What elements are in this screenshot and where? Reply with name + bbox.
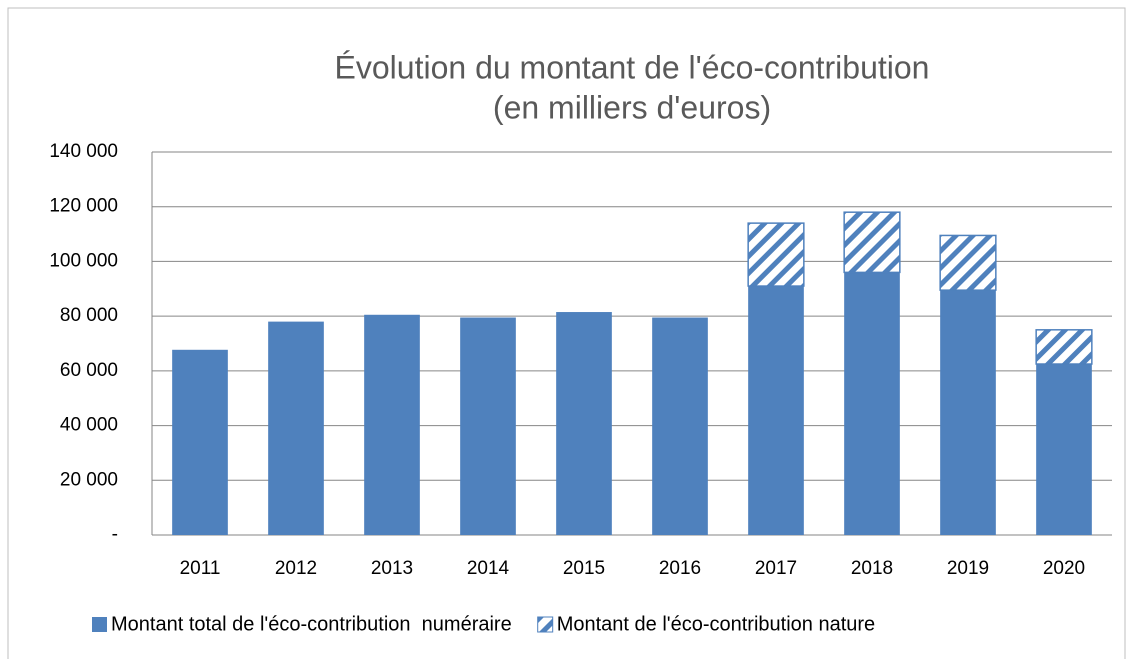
bar-segment bbox=[844, 272, 900, 535]
bar-segment bbox=[172, 349, 228, 535]
y-tick-label: 140 000 bbox=[49, 141, 118, 162]
bar-segment bbox=[460, 317, 516, 535]
y-tick-label: 40 000 bbox=[60, 415, 118, 436]
y-tick-label: - bbox=[112, 524, 118, 545]
x-tick-label: 2014 bbox=[467, 558, 510, 579]
y-tick-label: 20 000 bbox=[60, 469, 118, 490]
x-tick-label: 2020 bbox=[1043, 558, 1085, 579]
legend-swatch bbox=[537, 616, 554, 633]
x-tick-label: 2012 bbox=[275, 558, 317, 579]
legend-swatch bbox=[92, 617, 107, 632]
bar-segment bbox=[940, 290, 996, 535]
x-tick-label: 2015 bbox=[563, 558, 605, 579]
chart-frame bbox=[7, 7, 1126, 659]
bar-segment bbox=[1035, 329, 1093, 365]
chart-title: Évolution du montant de l'éco-contributi… bbox=[335, 49, 930, 85]
y-tick-label: 100 000 bbox=[49, 250, 118, 271]
x-tick-label: 2019 bbox=[947, 558, 989, 579]
x-tick-label: 2013 bbox=[371, 558, 413, 579]
x-tick-label: 2017 bbox=[755, 558, 797, 579]
bar-segment bbox=[268, 321, 324, 535]
legend-label: Montant de l'éco-contribution nature bbox=[557, 613, 875, 635]
legend-label: Montant total de l'éco-contribution numé… bbox=[111, 613, 512, 635]
x-tick-label: 2018 bbox=[851, 558, 893, 579]
bar-segment bbox=[1036, 364, 1092, 535]
x-tick-label: 2016 bbox=[659, 558, 701, 579]
bar-segment bbox=[843, 211, 901, 274]
y-tick-label: 60 000 bbox=[60, 360, 118, 381]
bar-segment bbox=[748, 286, 804, 535]
x-tick-label: 2011 bbox=[180, 558, 221, 579]
bar-segment bbox=[652, 317, 708, 535]
bar-segment bbox=[747, 222, 805, 287]
bar-segment bbox=[939, 234, 997, 291]
y-tick-label: 80 000 bbox=[60, 305, 118, 326]
chart-subtitle: (en milliers d'euros) bbox=[493, 89, 771, 125]
y-tick-label: 120 000 bbox=[49, 196, 118, 217]
bar-segment bbox=[364, 314, 420, 535]
bar-segment bbox=[556, 312, 612, 535]
